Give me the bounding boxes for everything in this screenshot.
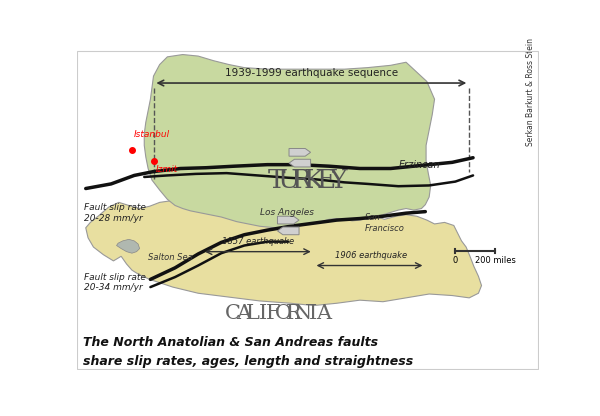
- Text: T: T: [268, 168, 286, 193]
- Text: I: I: [259, 304, 268, 323]
- Text: U: U: [278, 168, 300, 193]
- Text: Los Angeles: Los Angeles: [260, 208, 314, 217]
- Text: O: O: [275, 304, 292, 323]
- Text: R: R: [292, 168, 311, 193]
- FancyArrow shape: [277, 216, 299, 224]
- Text: San
Francisco: San Francisco: [365, 213, 405, 233]
- FancyArrow shape: [289, 159, 311, 167]
- Text: L: L: [246, 304, 260, 323]
- Text: I: I: [309, 304, 317, 323]
- Text: Serkan Barkurt & Ross Stein: Serkan Barkurt & Ross Stein: [526, 38, 535, 146]
- Text: R: R: [286, 304, 301, 323]
- Text: F: F: [266, 304, 280, 323]
- Text: 1857 earthquake: 1857 earthquake: [222, 237, 294, 246]
- Text: Y: Y: [329, 168, 347, 193]
- Polygon shape: [144, 54, 434, 228]
- Text: Fault slip rate
20-34 mm/yr: Fault slip rate 20-34 mm/yr: [84, 273, 146, 292]
- Polygon shape: [116, 239, 140, 253]
- Text: A: A: [316, 304, 331, 323]
- Text: 0: 0: [453, 256, 458, 265]
- FancyArrow shape: [289, 149, 311, 156]
- Text: Fault slip rate
20-28 mm/yr: Fault slip rate 20-28 mm/yr: [84, 203, 146, 223]
- Text: Erzincan: Erzincan: [398, 161, 440, 171]
- Polygon shape: [86, 201, 482, 306]
- Text: Istanbul: Istanbul: [133, 130, 170, 139]
- Text: 200 miles: 200 miles: [475, 256, 516, 265]
- Text: N: N: [294, 304, 313, 323]
- Text: C: C: [225, 304, 241, 323]
- Text: The North Anatolian & San Andreas faults
share slip rates, ages, length and stra: The North Anatolian & San Andreas faults…: [83, 337, 413, 368]
- FancyArrow shape: [277, 227, 299, 235]
- Text: E: E: [316, 168, 335, 193]
- Text: 1939-1999 earthquake sequence: 1939-1999 earthquake sequence: [225, 68, 398, 78]
- Text: Salton Sea: Salton Sea: [148, 253, 193, 262]
- Text: K: K: [304, 168, 323, 193]
- Text: 1906 earthquake: 1906 earthquake: [335, 251, 407, 260]
- Text: A: A: [236, 304, 251, 323]
- Text: Izmit: Izmit: [156, 166, 178, 174]
